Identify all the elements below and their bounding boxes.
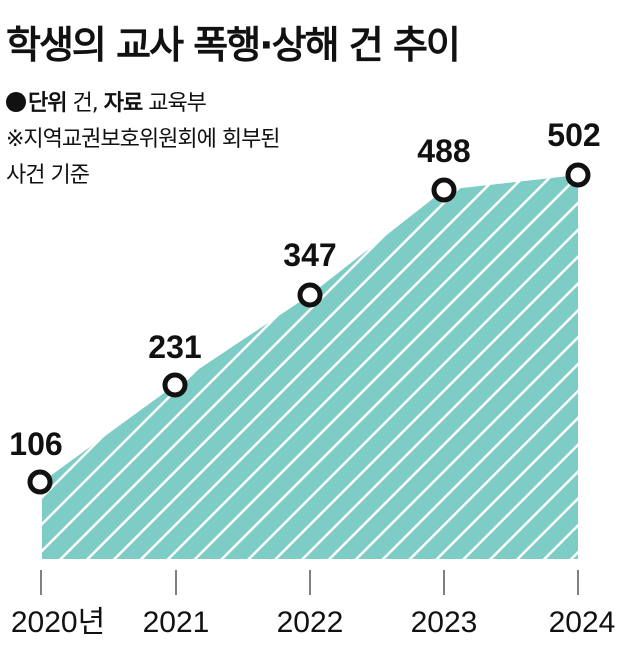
x-label-2022: 2022 — [277, 606, 344, 639]
unit-source-line: 단위 건, 자료 교육부 — [6, 86, 280, 122]
value-label-2023: 488 — [417, 133, 470, 169]
x-label-2024: 2024 — [549, 606, 616, 639]
note-line-1: ※지역교권보호위원회에 회부된 — [6, 127, 281, 152]
x-label-2023: 2023 — [411, 606, 478, 639]
marker-2021 — [162, 372, 188, 398]
value-label-2022: 347 — [283, 237, 336, 273]
marker-2024 — [565, 162, 591, 188]
x-label-2020: 2020년 — [11, 606, 105, 639]
marker-2022 — [297, 282, 323, 308]
data-markers — [27, 162, 591, 495]
source-value: 교육부 — [148, 91, 207, 116]
x-axis-labels: 2020년 2021 2022 2023 2024 — [11, 606, 616, 639]
x-axis-ticks — [40, 570, 579, 595]
unit-value: 건, — [72, 91, 98, 116]
chart-meta: 단위 건, 자료 교육부 ※지역교권보호위원회에 회부된 사건 기준 — [6, 86, 281, 194]
note-line-2: 사건 기준 — [6, 163, 90, 188]
bullet-icon — [6, 92, 26, 112]
value-label-2024: 502 — [547, 117, 600, 153]
value-label-2021: 231 — [148, 329, 201, 365]
marker-2020 — [27, 469, 53, 495]
unit-label: 단위 — [28, 91, 67, 116]
area-fill — [42, 175, 578, 559]
chart-title: 학생의 교사 폭행·상해 건 추이 — [6, 23, 461, 67]
x-label-2021: 2021 — [143, 606, 210, 639]
source-label: 자료 — [103, 91, 143, 116]
value-labels: 106 231 347 488 502 — [9, 117, 600, 462]
marker-2023 — [431, 177, 457, 203]
value-label-2020: 106 — [9, 426, 62, 462]
